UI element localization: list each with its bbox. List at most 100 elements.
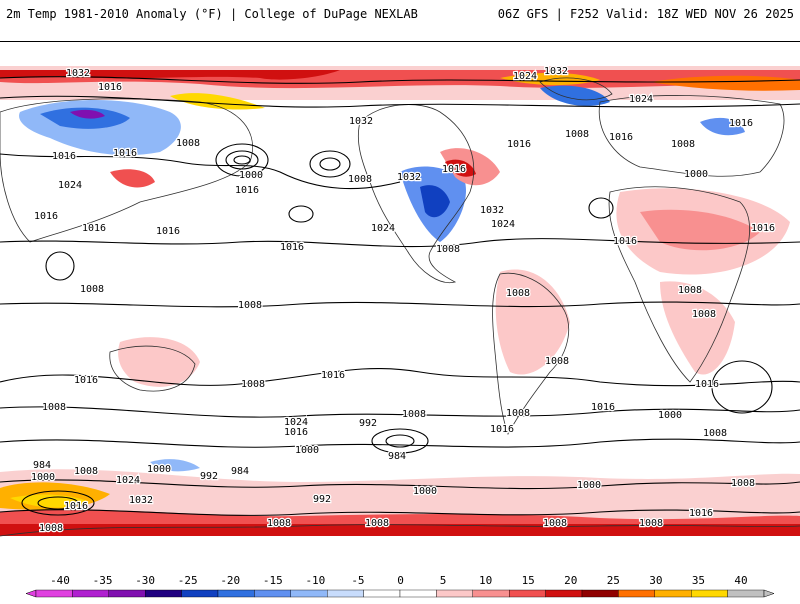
isobar-label: 1032 — [66, 68, 90, 79]
isobar-label: 984 — [231, 466, 249, 477]
isobar-label: 1016 — [751, 223, 775, 234]
isobar-label: 1008 — [267, 518, 291, 529]
isobar-label: 1032 — [480, 205, 504, 216]
colorbar-swatch — [436, 589, 473, 598]
colorbar-tick-label: 0 — [397, 574, 404, 587]
isobar-label: 1016 — [280, 242, 304, 253]
isobar-label: 1016 — [321, 370, 345, 381]
isobar-label: 984 — [33, 460, 51, 471]
isobar-label: 1024 — [491, 219, 515, 230]
isobar-label: 1016 — [609, 132, 633, 143]
isobar-label: 1016 — [689, 508, 713, 519]
colorbar-swatch — [217, 589, 255, 598]
isobar-label: 1016 — [82, 223, 106, 234]
colorbar-swatch — [618, 589, 656, 598]
colorbar: -40 -35 -30 -25 -20 -15 -10 -5 0 5 10 15 20 25 30 35 40 — [0, 560, 800, 600]
colorbar-tick-label: 10 — [479, 574, 492, 587]
isobar-label: 992 — [200, 471, 218, 482]
colorbar-tick-label: 15 — [522, 574, 535, 587]
isobar-label: 1024 — [284, 417, 308, 428]
isobar-label: 1000 — [295, 445, 319, 456]
isobar-label: 1024 — [58, 180, 82, 191]
isobar-label: 1000 — [147, 464, 171, 475]
colorbar-swatch — [327, 589, 364, 598]
isobar-label: 1008 — [348, 174, 372, 185]
colorbar-swatch — [654, 589, 692, 598]
isobar-label: 1016 — [695, 379, 719, 390]
isobar-label: 1008 — [731, 478, 755, 489]
isobar-label: 1016 — [490, 424, 514, 435]
colorbar-swatch — [254, 589, 291, 598]
colorbar-swatch — [290, 589, 328, 598]
colorbar-tick-label: 5 — [440, 574, 447, 587]
anomaly-fills — [0, 66, 800, 536]
colorbar-low-arrow — [25, 589, 37, 598]
colorbar-swatch — [472, 589, 510, 598]
coastlines — [0, 77, 800, 537]
isobar-label: 992 — [313, 494, 331, 505]
colorbar-swatch — [363, 589, 401, 598]
isobar-label: 1008 — [436, 244, 460, 255]
isobar-label: 1000 — [413, 486, 437, 497]
colorbar-swatch — [691, 589, 728, 598]
isobar-label: 1008 — [545, 356, 569, 367]
colorbar-swatch — [581, 589, 619, 598]
isobar-label: 1008 — [238, 300, 262, 311]
colorbar-tick-label: -30 — [135, 574, 155, 587]
isobar-label: 1000 — [31, 472, 55, 483]
colorbar-tick-label: 25 — [607, 574, 620, 587]
isobar-label: 1016 — [284, 427, 308, 438]
isobar-label: 1016 — [729, 118, 753, 129]
colorbar-tick-label: -25 — [178, 574, 198, 587]
isobar-label: 1016 — [64, 501, 88, 512]
colorbar-swatch — [545, 589, 583, 598]
isobar-label: 1016 — [74, 375, 98, 386]
map-title: 2m Temp 1981-2010 Anomaly (°F) | College… — [6, 7, 418, 21]
isobar-label: 1008 — [80, 284, 104, 295]
colorbar-tick-label: -10 — [305, 574, 325, 587]
isobar-label: 1000 — [658, 410, 682, 421]
isobar-label: 1016 — [113, 148, 137, 159]
isobar-label: 1024 — [116, 475, 140, 486]
isobar-label: 1008 — [39, 523, 63, 534]
isobar-label: 1000 — [684, 169, 708, 180]
colorbar-swatch — [72, 589, 110, 598]
isobar-label: 984 — [388, 451, 406, 462]
colorbar-tick-label: 40 — [734, 574, 747, 587]
isobar-label: 1008 — [543, 518, 567, 529]
isobar-label: 1000 — [239, 170, 263, 181]
colorbar-tick-label: -15 — [263, 574, 283, 587]
colorbar-swatch — [727, 589, 765, 598]
isobar-label: 1032 — [129, 495, 153, 506]
colorbar-canvas: -40 -35 -30 -25 -20 -15 -10 -5 0 5 10 15 20 25 30 35 40 — [25, 574, 775, 598]
isobar-label: 1024 — [629, 94, 653, 105]
isobar-label: 1008 — [402, 409, 426, 420]
isobar-label: 1016 — [34, 211, 58, 222]
isobar-label: 1000 — [577, 480, 601, 491]
isobar-label: 1016 — [52, 151, 76, 162]
isobar-label: 1008 — [176, 138, 200, 149]
colorbar-tick-label: 30 — [649, 574, 662, 587]
colorbar-tick-label: -35 — [93, 574, 113, 587]
isobar-label: 1032 — [544, 66, 568, 77]
model-run-info: 06Z GFS | F252 Valid: 18Z WED NOV 26 202… — [497, 7, 794, 21]
isobar-label: 1008 — [639, 518, 663, 529]
isobar-label: 1008 — [671, 139, 695, 150]
colorbar-swatch — [509, 589, 546, 598]
isobar-label: 1032 — [349, 116, 373, 127]
isobar-label: 1016 — [98, 82, 122, 93]
colorbar-swatch — [35, 589, 73, 598]
isobar-label: 1008 — [703, 428, 727, 439]
colorbar-swatch — [108, 589, 146, 598]
isobar-label: 1016 — [442, 164, 466, 175]
isobar-label: 1008 — [565, 129, 589, 140]
isobar-label: 1016 — [591, 402, 615, 413]
isobar-label: 1008 — [506, 408, 530, 419]
isobar-label: 1008 — [241, 379, 265, 390]
isobar-label: 992 — [359, 418, 377, 429]
isobar-label: 1008 — [74, 466, 98, 477]
isobar-label: 1008 — [506, 288, 530, 299]
anomaly-map: 1032 1016 1024 1032 1024 1032 1016 1016 1016 1008… — [0, 41, 800, 561]
